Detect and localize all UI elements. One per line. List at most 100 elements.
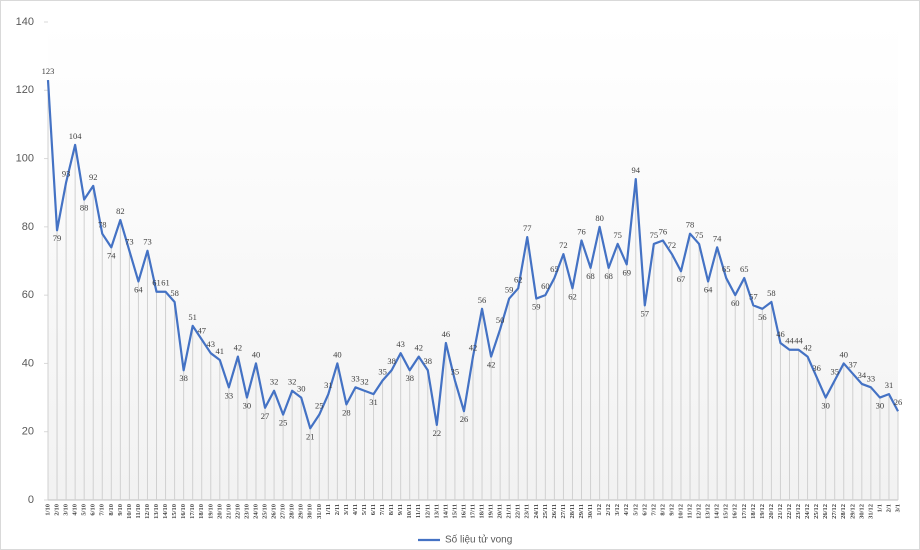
x-tick-label: 12/10 bbox=[144, 504, 151, 519]
x-tick-label: 6/10 bbox=[90, 504, 97, 516]
data-label: 38 bbox=[387, 356, 396, 366]
data-label: 28 bbox=[342, 407, 351, 417]
data-label: 56 bbox=[478, 295, 487, 305]
x-tick-label: 4/12 bbox=[623, 504, 630, 516]
data-label: 26 bbox=[460, 414, 469, 424]
x-tick-label: 16/10 bbox=[180, 504, 187, 519]
x-tick-label: 31/10 bbox=[316, 504, 323, 519]
x-tick-label: 30/11 bbox=[587, 504, 594, 518]
x-tick-label: 24/10 bbox=[252, 504, 259, 519]
data-label: 22 bbox=[433, 428, 442, 438]
data-label: 58 bbox=[170, 288, 179, 298]
data-label: 57 bbox=[749, 291, 758, 301]
x-tick-label: 14/12 bbox=[714, 504, 721, 519]
data-label: 34 bbox=[858, 370, 867, 380]
x-tick-label: 3/10 bbox=[63, 504, 70, 516]
x-tick-label: 2/11 bbox=[334, 504, 341, 515]
x-tick-label: 13/12 bbox=[705, 504, 712, 519]
x-tick-label: 16/12 bbox=[732, 504, 739, 519]
x-tick-label: 26/11 bbox=[551, 504, 558, 518]
x-tick-label: 28/11 bbox=[569, 504, 576, 518]
x-tick-label: 29/12 bbox=[849, 504, 856, 519]
data-label: 32 bbox=[270, 377, 279, 387]
data-label: 64 bbox=[134, 284, 143, 294]
x-tick-label: 15/12 bbox=[723, 504, 730, 519]
x-tick-label: 19/10 bbox=[207, 504, 214, 519]
x-tick-label: 20/12 bbox=[768, 504, 775, 519]
data-label: 36 bbox=[812, 363, 821, 373]
x-tick-label: 1/11 bbox=[325, 504, 332, 515]
y-tick-label: 120 bbox=[16, 84, 34, 96]
data-label: 80 bbox=[595, 213, 604, 223]
data-label: 51 bbox=[188, 312, 197, 322]
data-line bbox=[46, 79, 899, 430]
x-tick-label: 20/11 bbox=[497, 504, 504, 518]
x-tick-label: 7/11 bbox=[379, 504, 386, 515]
x-tick-label: 18/11 bbox=[479, 504, 486, 518]
data-label: 65 bbox=[740, 264, 749, 274]
data-label: 58 bbox=[767, 288, 776, 298]
x-tick-label: 6/12 bbox=[641, 504, 648, 516]
data-label: 30 bbox=[876, 401, 885, 411]
data-label: 32 bbox=[288, 377, 297, 387]
x-tick-label: 12/12 bbox=[696, 504, 703, 519]
x-tick-label: 18/12 bbox=[750, 504, 757, 519]
data-label: 25 bbox=[279, 418, 288, 428]
x-tick-label: 2/10 bbox=[54, 504, 61, 516]
x-tick-label: 23/11 bbox=[524, 504, 531, 518]
data-label: 26 bbox=[894, 397, 903, 407]
data-label: 69 bbox=[622, 267, 631, 277]
data-label: 30 bbox=[243, 401, 252, 411]
x-tick-label: 18/10 bbox=[198, 504, 205, 519]
x-tick-label: 11/10 bbox=[135, 504, 142, 518]
x-tick-label: 17/10 bbox=[189, 504, 196, 519]
x-tick-label: 9/12 bbox=[668, 504, 675, 516]
data-label: 40 bbox=[252, 349, 261, 359]
data-label: 41 bbox=[216, 346, 225, 356]
x-tick-label: 21/11 bbox=[506, 504, 513, 518]
x-tick-label: 28/12 bbox=[840, 504, 847, 519]
data-label: 59 bbox=[505, 285, 514, 295]
data-label: 64 bbox=[704, 284, 713, 294]
x-tick-label: 21/12 bbox=[777, 504, 784, 519]
data-label: 76 bbox=[659, 226, 668, 236]
x-tick-label: 29/10 bbox=[298, 504, 305, 519]
x-tick-label: 27/11 bbox=[560, 504, 567, 518]
data-label: 57 bbox=[641, 308, 650, 318]
x-tick-label: 9/11 bbox=[397, 504, 404, 515]
x-tick-label: 7/12 bbox=[650, 504, 657, 516]
data-label: 61 bbox=[152, 278, 161, 288]
data-label: 46 bbox=[776, 329, 785, 339]
data-label: 27 bbox=[261, 411, 270, 421]
data-label: 31 bbox=[324, 380, 333, 390]
x-tick-label: 8/11 bbox=[388, 504, 395, 515]
data-label: 42 bbox=[803, 343, 812, 353]
data-label: 42 bbox=[414, 343, 423, 353]
data-label: 35 bbox=[830, 366, 839, 376]
x-tick-label: 5/12 bbox=[632, 504, 639, 516]
x-tick-label: 20/10 bbox=[216, 504, 223, 519]
y-tick-label: 40 bbox=[22, 357, 34, 369]
data-label: 30 bbox=[297, 384, 306, 394]
x-tick-label: 22/11 bbox=[515, 504, 522, 518]
y-tick-label: 140 bbox=[16, 16, 34, 28]
data-label: 50 bbox=[496, 315, 505, 325]
data-label: 43 bbox=[207, 339, 216, 349]
data-label: 61 bbox=[161, 278, 170, 288]
x-tick-label: 3/11 bbox=[343, 504, 350, 515]
x-tick-label: 1/1 bbox=[876, 504, 883, 512]
x-tick-label: 5/10 bbox=[81, 504, 88, 516]
x-tick-label: 17/11 bbox=[469, 504, 476, 518]
x-tick-label: 8/10 bbox=[108, 504, 115, 516]
data-label: 32 bbox=[360, 377, 369, 387]
x-tick-label: 22/10 bbox=[234, 504, 241, 519]
data-label: 93 bbox=[62, 168, 71, 178]
x-tick-label: 6/11 bbox=[370, 504, 377, 515]
x-tick-label: 13/11 bbox=[433, 504, 440, 518]
y-tick-label: 100 bbox=[16, 152, 34, 164]
data-label: 25 bbox=[315, 401, 324, 411]
x-tick-label: 8/12 bbox=[659, 504, 666, 516]
data-label: 31 bbox=[885, 380, 894, 390]
x-tick-label: 19/12 bbox=[759, 504, 766, 519]
